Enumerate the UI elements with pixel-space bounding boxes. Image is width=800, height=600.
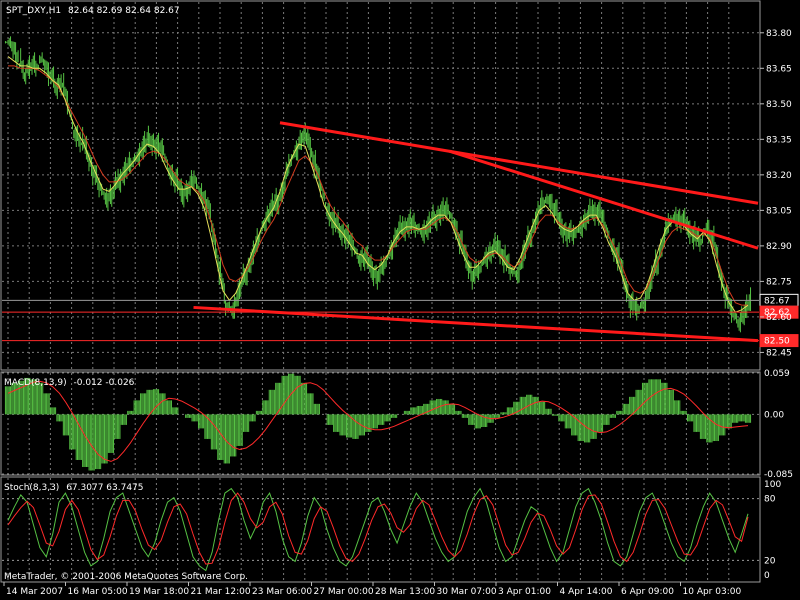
price-pane[interactable] — [0, 0, 761, 371]
macd-signal-line — [7, 380, 749, 462]
stoch-tick-label: 100 — [764, 480, 781, 490]
symbol-name: SPT_DXY,H1 — [6, 6, 61, 16]
level-label: 82.50 — [764, 337, 790, 347]
stoch-header: Stoch(8,3,3) 67.3077 63.7475 — [4, 483, 144, 493]
price-tick-label: 83.05 — [766, 206, 792, 216]
stoch-pane[interactable] — [0, 476, 761, 583]
ma-fast-line — [7, 56, 749, 313]
level-tag — [759, 334, 799, 348]
macd-tick-label: 0.00 — [764, 410, 784, 420]
time-label: 3 Apr 01:00 — [498, 587, 551, 597]
horizontal-levels: 82.67 82.62 82.50 — [2, 293, 799, 348]
level-tag — [759, 305, 799, 319]
time-label: 19 Mar 18:00 — [129, 587, 189, 597]
time-label: 21 Mar 12:00 — [191, 587, 251, 597]
stoch-name: Stoch(8,3,3) — [4, 483, 59, 493]
price-tick-label: 83.80 — [766, 29, 792, 39]
trendlines[interactable] — [193, 121, 759, 343]
macd-axis: 0.059 0.00 -0.085 — [764, 369, 793, 480]
macd-name: MACD(8,13,9) — [4, 378, 67, 388]
stoch-axis: 100 80 20 0 — [764, 480, 781, 581]
price-tick-label: 82.75 — [766, 277, 792, 287]
stochastic-lines — [7, 487, 749, 572]
price-axis: 83.80 83.65 83.50 83.35 83.20 83.05 82.90 82.75… — [760, 29, 792, 358]
stoch-tick-label: 0 — [764, 571, 770, 581]
level-label: 82.62 — [764, 308, 790, 318]
time-label: 4 Apr 14:00 — [560, 587, 613, 597]
time-label: 14 Mar 2007 — [6, 587, 63, 597]
symbol-header: SPT_DXY,H1 82.64 82.69 82.64 82.67 — [6, 6, 180, 16]
macd-tick-label: 0.059 — [764, 369, 790, 379]
macd-pane[interactable] — [0, 371, 761, 476]
time-label: 6 Apr 09:00 — [621, 587, 674, 597]
time-label: 10 Apr 03:00 — [683, 587, 742, 597]
moving-averages — [7, 56, 749, 313]
time-label: 28 Mar 13:00 — [375, 587, 435, 597]
time-axis: 14 Mar 2007 16 Mar 05:00 19 Mar 18:00 21 Ma… — [3, 582, 742, 597]
stoch-d-line — [7, 492, 749, 565]
price-tick-label: 82.90 — [766, 242, 792, 252]
macd-histogram — [4, 373, 752, 471]
price-tick-label: 83.35 — [766, 135, 792, 145]
macd-values: -0.012 -0.026 — [74, 378, 135, 388]
trendline[interactable] — [449, 149, 759, 250]
copyright-text: MetaTrader, © 2001-2006 MetaQuotes Softw… — [4, 572, 248, 582]
stoch-tick-label: 20 — [764, 556, 776, 566]
time-label: 23 Mar 06:00 — [252, 587, 312, 597]
stoch-tick-label: 80 — [764, 495, 776, 505]
time-label: 27 Mar 00:00 — [314, 587, 374, 597]
price-tick-label: 83.65 — [766, 64, 792, 74]
trendline[interactable] — [279, 121, 759, 205]
level-label: 82.67 — [764, 296, 790, 306]
trendline[interactable] — [193, 305, 759, 343]
price-tick-label: 83.20 — [766, 171, 792, 181]
stoch-values: 67.3077 63.7475 — [66, 483, 143, 493]
stoch-grid — [2, 478, 759, 581]
price-tick-label: 82.45 — [766, 348, 792, 358]
ohlc-values: 82.64 82.69 82.64 82.67 — [68, 6, 180, 16]
price-tick-label: 83.50 — [766, 100, 792, 110]
macd-header: MACD(8,13,9) -0.012 -0.026 — [4, 378, 135, 388]
price-tick-label: 82.60 — [766, 313, 792, 323]
macd-tick-label: -0.085 — [764, 470, 793, 480]
time-label: 30 Mar 07:00 — [437, 587, 497, 597]
ma-slow-line — [8, 65, 748, 306]
time-label: 16 Mar 05:00 — [68, 587, 128, 597]
